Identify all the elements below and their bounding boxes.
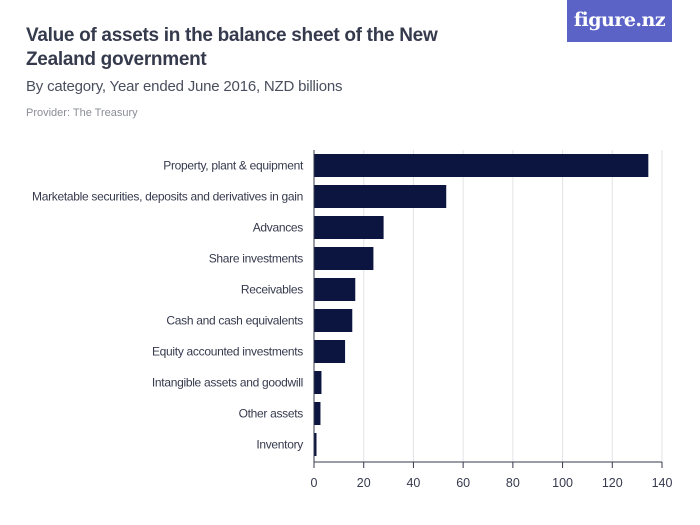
bars — [314, 154, 649, 456]
x-tick-label: 20 — [357, 476, 371, 490]
category-label: Other assets — [239, 407, 304, 421]
category-label: Equity accounted investments — [152, 345, 303, 359]
category-label: Cash and cash equivalents — [166, 314, 303, 328]
bar[interactable] — [314, 402, 321, 425]
category-label: Inventory — [256, 438, 303, 452]
figure-nz-logo[interactable]: figure.nz — [567, 0, 672, 42]
x-tick-label: 100 — [552, 476, 573, 490]
x-tick-label: 0 — [311, 476, 318, 490]
bar[interactable] — [314, 433, 317, 456]
x-tick-label: 60 — [456, 476, 470, 490]
bar[interactable] — [314, 185, 447, 208]
x-tick-label: 140 — [652, 476, 673, 490]
x-tick-label: 80 — [506, 476, 520, 490]
category-label: Advances — [253, 221, 304, 235]
category-label: Property, plant & equipment — [163, 159, 304, 173]
category-label: Share investments — [209, 252, 304, 266]
category-label: Marketable securities, deposits and deri… — [32, 190, 303, 204]
chart-subtitle: By category, Year ended June 2016, NZD b… — [26, 78, 343, 95]
bar[interactable] — [314, 309, 353, 332]
bar[interactable] — [314, 278, 356, 301]
bar[interactable] — [314, 247, 374, 270]
chart-title: Value of assets in the balance sheet of … — [26, 25, 438, 70]
data-provider: Provider: The Treasury — [26, 107, 138, 119]
bar[interactable] — [314, 154, 649, 177]
category-label: Intangible assets and goodwill — [152, 376, 303, 390]
x-tick-label: 40 — [406, 476, 420, 490]
category-labels: Property, plant & equipment Marketable se… — [32, 159, 304, 452]
x-axis: 0 20 40 60 80 100 120 140 — [311, 150, 673, 490]
bar[interactable] — [314, 216, 384, 239]
bar[interactable] — [314, 371, 322, 394]
bar[interactable] — [314, 340, 346, 363]
x-tick-label: 120 — [602, 476, 623, 490]
category-label: Receivables — [241, 283, 303, 297]
